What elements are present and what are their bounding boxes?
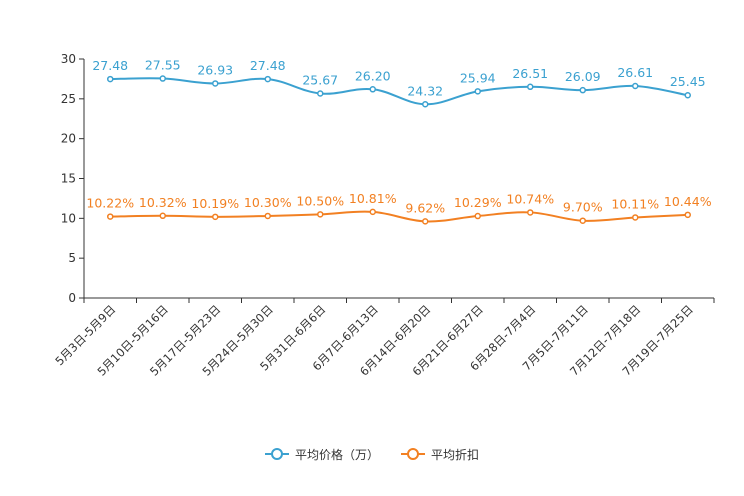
data-point [684,211,691,219]
data-label: 26.51 [512,66,548,81]
legend-marker-discount-icon [401,448,425,460]
data-point [369,86,376,93]
legend-item-discount[interactable]: 平均折扣 [401,446,479,463]
data-point [422,101,429,108]
data-point [159,75,166,82]
legend-label-discount: 平均折扣 [431,447,480,462]
legend: 平均价格（万） 平均折扣 [0,444,744,464]
data-point [684,91,691,99]
data-label: 26.61 [617,65,653,80]
data-label: 10.22% [86,196,134,211]
data-point [632,214,639,221]
data-label: 10.50% [296,193,344,208]
data-point [107,213,114,220]
y-tick-label: 10 [61,211,76,225]
series-line-price [110,77,688,106]
data-point [317,90,324,97]
data-label: 26.20 [355,68,391,83]
data-point [579,217,586,224]
y-tick-label: 20 [61,132,76,146]
y-tick-label: 15 [61,172,76,186]
data-label: 10.81% [349,191,397,206]
legend-label-price: 平均价格（万） [294,447,379,462]
data-label: 25.45 [670,74,706,89]
y-tick-label: 0 [68,291,76,305]
data-point [107,75,114,83]
data-point [474,88,481,95]
data-point [159,212,166,220]
data-label: 10.19% [191,196,239,211]
data-label: 9.70% [563,200,603,215]
data-label: 26.93 [197,62,233,77]
data-label: 27.55 [145,58,181,73]
data-label: 10.29% [454,195,502,210]
data-point [422,218,429,225]
data-point [369,208,376,216]
data-label: 10.44% [664,194,712,209]
data-point [264,75,271,83]
data-label: 10.32% [139,195,187,210]
data-point [264,212,271,220]
data-point [317,211,324,218]
y-tick-label: 30 [61,52,76,66]
data-label: 27.48 [250,58,286,73]
data-point [527,209,534,216]
y-tick-label: 25 [61,92,76,106]
data-label: 9.62% [405,200,445,215]
data-label: 10.11% [611,196,659,211]
data-label: 25.67 [302,72,338,87]
data-point [579,86,586,94]
data-point [212,213,219,221]
data-label: 10.74% [506,191,554,206]
data-label: 10.30% [244,195,292,210]
data-point [527,83,534,91]
data-point [474,212,481,220]
legend-item-price[interactable]: 平均价格（万） [264,446,379,463]
data-point [212,80,219,87]
series-line-discount [110,210,688,223]
data-label: 25.94 [460,70,496,85]
legend-marker-price-icon [264,448,289,460]
data-label: 24.32 [407,83,443,98]
data-point [632,82,639,90]
data-label: 27.48 [92,58,128,73]
y-tick-label: 5 [68,251,76,265]
data-label: 26.09 [565,69,601,84]
